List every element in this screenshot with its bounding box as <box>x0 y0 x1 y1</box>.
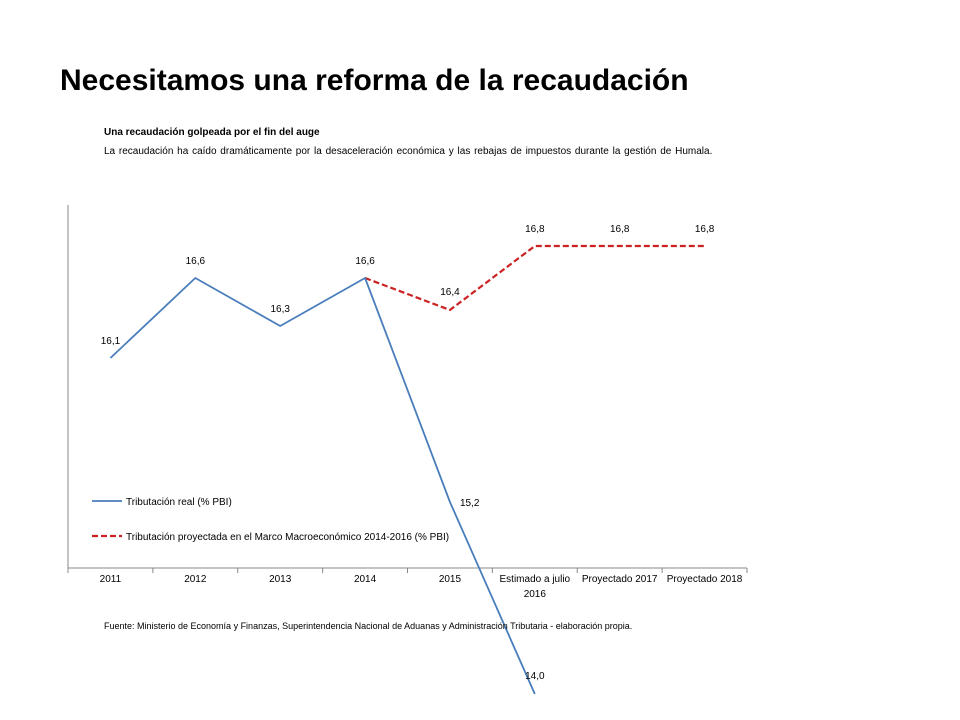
series-projected-line <box>364 244 705 312</box>
x-tick-label: 2012 <box>184 574 207 585</box>
chart-description: La recaudación ha caído dramáticamente p… <box>104 146 713 157</box>
series-real-line <box>109 277 536 695</box>
data-label: 14,0 <box>525 671 545 682</box>
legend-label-real: Tributación real (% PBI) <box>126 497 232 508</box>
data-label: 16,8 <box>610 224 630 235</box>
data-label: 16,8 <box>525 224 545 235</box>
data-label: 16,6 <box>186 256 206 267</box>
slide-title: Necesitamos una reforma de la recaudació… <box>60 64 689 97</box>
data-label: 16,6 <box>355 256 375 267</box>
x-tick-label: Estimado a julio 2016 <box>500 574 571 600</box>
legend-label-projected: Tributación proyectada en el Marco Macro… <box>126 532 449 543</box>
source-note: Fuente: Ministerio de Economía y Finanza… <box>104 621 633 631</box>
data-label: 16,4 <box>440 287 460 298</box>
x-tick-label: Proyectado 2017 <box>582 574 658 585</box>
x-tick-label: 2011 <box>100 574 122 585</box>
data-label: 15,2 <box>460 498 480 509</box>
data-label: 16,8 <box>695 224 715 235</box>
x-tick-label: 2013 <box>269 574 292 585</box>
chart-subtitle: Una recaudación golpeada por el fin del … <box>104 127 320 138</box>
data-label: 16,3 <box>270 304 290 315</box>
x-tick-label: Proyectado 2018 <box>667 574 743 585</box>
x-tick-label: 2015 <box>439 574 462 585</box>
x-tick-label: 2014 <box>354 574 377 585</box>
data-label: 16,1 <box>101 336 121 347</box>
